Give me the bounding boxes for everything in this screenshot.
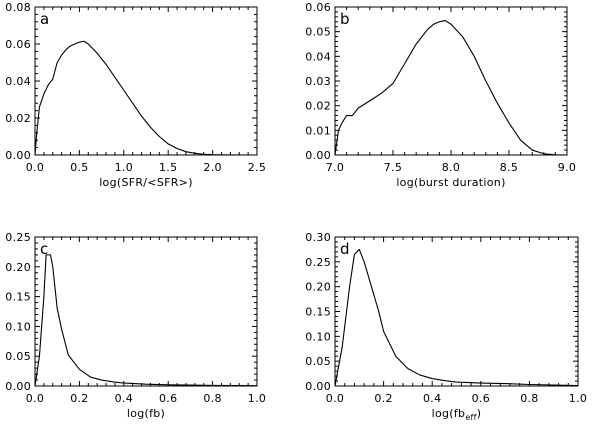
panel-a-curve (34, 40, 258, 156)
panel-a-xtick-label: 0.5 (70, 161, 88, 174)
panel-d-xlabel-main: log(fb (432, 407, 466, 420)
panel-d-xlabel-tail: ) (477, 407, 482, 420)
panel-b-xlabel: log(burst duration) (396, 176, 505, 189)
panel-d-ytick-label: 0.05 (305, 355, 331, 368)
panel-c-xtick-label: 1.0 (248, 392, 266, 405)
panel-a-ytick-label: 0.08 (5, 1, 31, 14)
panel-a-xtick-label: 1.0 (115, 161, 133, 174)
panel-b-ytick-label: 0.02 (305, 100, 331, 113)
panel-b-ytick-label: 0.05 (305, 26, 331, 39)
panel-b-ytick-label: 0.01 (305, 124, 331, 137)
panel-d: 0.0 0.2 0.4 0.6 0.8 1.0 0.00 0.05 0.10 0.15 0.20 0.… (305, 231, 587, 422)
panel-a-ytick-label: 0.00 (5, 149, 31, 162)
panel-c-ytick-label: 0.20 (5, 261, 31, 274)
panel-d-ytick-label: 0.10 (305, 330, 331, 343)
panel-a-xtick-label: 2.5 (248, 161, 266, 174)
panel-b-ytick-label: 0.00 (305, 149, 331, 162)
panel-d-ytick-label: 0.15 (305, 306, 331, 319)
panel-c-xtick-label: 0.4 (115, 392, 133, 405)
panel-c-ytick-label: 0.00 (5, 380, 31, 393)
panel-b-xtick-label: 9.0 (558, 161, 576, 174)
panel-c-xtick-label: 0.8 (203, 392, 221, 405)
panel-b-curve (334, 20, 568, 156)
panel-a-xtick-label: 0.0 (26, 161, 44, 174)
panel-d-xtick-label: 0.8 (520, 392, 538, 405)
panel-b-frame (334, 6, 568, 156)
panel-a-ytick-label: 0.06 (5, 38, 31, 51)
panel-b: 7.0 7.5 8.0 8.5 9.0 0.00 0.01 0.02 0.03 0.04 0.05 0… (305, 1, 576, 189)
panel-c-letter: c (40, 240, 48, 258)
panel-b-xtick-label: 8.5 (500, 161, 518, 174)
panel-c-frame (34, 236, 258, 387)
panel-a-xtick-label: 1.5 (159, 161, 177, 174)
panel-d-curve (334, 248, 579, 387)
panel-b-xlabel-main: log(burst duration) (396, 176, 505, 189)
panel-c-xtick-label: 0.6 (159, 392, 177, 405)
panel-b-xtick-label: 8.0 (442, 161, 460, 174)
panel-d-xtick-label: 0.2 (374, 392, 392, 405)
panel-d-letter: d (340, 240, 350, 258)
panel-d-xtick-label: 0.0 (326, 392, 344, 405)
panel-a-xtick-label: 2.0 (203, 161, 221, 174)
panel-c-ytick-label: 0.05 (5, 350, 31, 363)
panel-b-ytick-label: 0.06 (305, 1, 331, 14)
panel-c: 0.0 0.2 0.4 0.6 0.8 1.0 0.00 0.05 0.10 0.15 0.20 0.… (5, 231, 266, 420)
panel-a-ytick-label: 0.02 (5, 112, 31, 125)
panel-d-xlabel: log(fbeff) (432, 407, 482, 422)
panel-b-letter: b (340, 10, 350, 28)
panel-c-xlabel-main: log(fb) (127, 407, 165, 420)
panel-d-xtick-label: 1.0 (569, 392, 587, 405)
panel-c-curve (34, 254, 258, 387)
panel-c-xtick-label: 0.2 (70, 392, 88, 405)
panel-a-xlabel: log(SFR/<SFR>) (99, 176, 193, 189)
panel-d-xtick-label: 0.6 (472, 392, 490, 405)
panel-d-ytick-label: 0.20 (305, 281, 331, 294)
panel-a-letter: a (40, 10, 49, 28)
panel-d-xlabel-sub: eff (465, 413, 476, 422)
panel-b-ytick-label: 0.03 (305, 75, 331, 88)
panel-a: 0.0 0.5 1.0 1.5 2.0 2.5 0.00 0.02 0.04 0.06 0.08 lo… (5, 1, 266, 189)
panel-d-frame (334, 236, 579, 387)
panel-c-xlabel: log(fb) (127, 407, 165, 420)
panel-a-frame (34, 6, 258, 156)
panel-c-ytick-label: 0.25 (5, 231, 31, 244)
panel-d-xtick-label: 0.4 (423, 392, 441, 405)
panel-c-xtick-label: 0.0 (26, 392, 44, 405)
panel-b-xtick-label: 7.0 (326, 161, 344, 174)
panel-a-ytick-label: 0.04 (5, 75, 31, 88)
panel-d-ytick-label: 0.00 (305, 380, 331, 393)
panel-a-xlabel-main: log(SFR/<SFR>) (99, 176, 193, 189)
panel-d-ytick-label: 0.30 (305, 231, 331, 244)
panel-c-ytick-label: 0.15 (5, 291, 31, 304)
panel-b-xtick-label: 7.5 (384, 161, 402, 174)
panel-d-ytick-label: 0.25 (305, 256, 331, 269)
panel-b-ytick-label: 0.04 (305, 50, 331, 63)
panel-c-ytick-label: 0.10 (5, 320, 31, 333)
